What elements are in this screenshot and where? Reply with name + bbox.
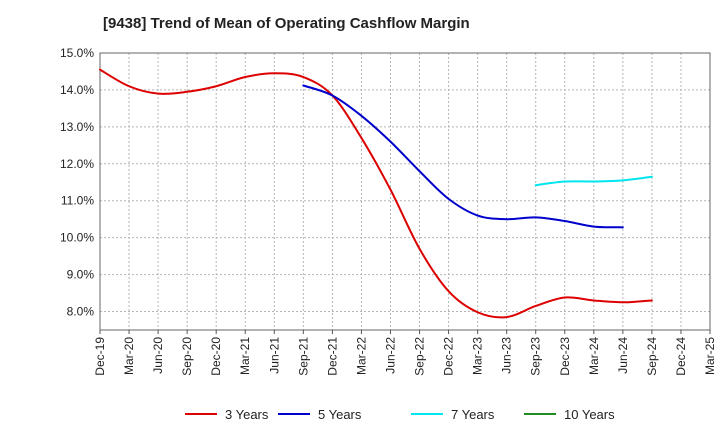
y-tick-label: 10.0% <box>60 231 94 245</box>
y-tick-label: 13.0% <box>60 120 94 134</box>
legend-label-10-years: 10 Years <box>564 407 615 422</box>
x-tick-label: Dec-20 <box>209 337 223 376</box>
x-tick-label: Mar-25 <box>703 337 717 375</box>
x-tick-label: Mar-23 <box>471 337 485 375</box>
x-tick-label: Dec-21 <box>325 337 339 376</box>
x-tick-label: Sep-20 <box>180 337 194 376</box>
x-tick-label: Mar-20 <box>122 337 136 375</box>
x-tick-label: Mar-24 <box>587 337 601 375</box>
x-tick-label: Mar-21 <box>238 337 252 375</box>
x-tick-label: Sep-21 <box>296 337 310 376</box>
x-tick-label: Dec-24 <box>674 337 688 376</box>
series-line-3-years <box>99 68 653 319</box>
legend-layer: 3 Years 5 Years 7 Years 10 Years <box>185 407 615 422</box>
y-tick-label: 11.0% <box>61 194 94 208</box>
x-tick-label: Sep-22 <box>413 337 427 376</box>
series-line-7-years <box>534 175 653 187</box>
x-tick-label: Sep-23 <box>529 337 543 376</box>
x-tick-label: Sep-24 <box>645 337 659 376</box>
x-tick-label: Jun-23 <box>500 337 514 374</box>
series-line-5-years <box>302 84 624 229</box>
x-tick-label: Jun-22 <box>383 337 397 374</box>
x-tick-label: Dec-22 <box>442 337 456 376</box>
chart-title: [9438] Trend of Mean of Operating Cashfl… <box>103 15 470 32</box>
legend-label-5-years: 5 Years <box>318 407 362 422</box>
y-tick-label: 15.0% <box>60 46 94 60</box>
x-tick-label: Mar-22 <box>354 337 368 375</box>
x-tick-label: Jun-20 <box>151 337 165 374</box>
x-tick-label: Dec-23 <box>558 337 572 376</box>
x-tick-label: Jun-24 <box>616 337 630 374</box>
y-tick-label: 8.0% <box>67 305 95 319</box>
plot-frame <box>99 52 711 331</box>
legend-label-3-years: 3 Years <box>225 407 269 422</box>
legend-label-7-years: 7 Years <box>451 407 495 422</box>
grid-layer <box>99 52 711 330</box>
x-tick-label: Jun-21 <box>267 337 281 374</box>
series-layer <box>99 68 653 319</box>
y-tick-label: 14.0% <box>60 83 94 97</box>
y-tick-label: 9.0% <box>67 268 95 282</box>
y-tick-label: 12.0% <box>60 157 94 171</box>
x-tick-label: Dec-19 <box>93 337 107 376</box>
axis-layer: 8.0% 9.0% 10.0% 11.0% 12.0% 13.0% 14.0% 15.0% De… <box>60 46 717 376</box>
